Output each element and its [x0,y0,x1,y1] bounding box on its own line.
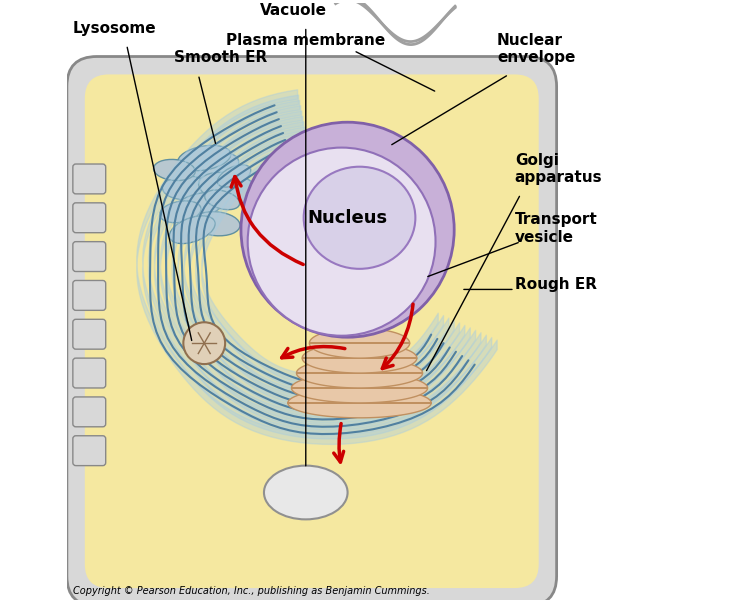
Ellipse shape [178,145,231,170]
Text: Transport
vesicle: Transport vesicle [515,212,597,245]
FancyBboxPatch shape [73,358,106,388]
Polygon shape [297,358,423,388]
Text: Lysosome: Lysosome [73,20,156,35]
Text: Golgi
apparatus: Golgi apparatus [515,152,602,185]
Polygon shape [302,343,417,373]
Text: Plasma membrane: Plasma membrane [226,32,385,47]
Ellipse shape [192,212,240,236]
Ellipse shape [154,160,195,181]
Text: Smooth ER: Smooth ER [175,50,268,65]
FancyBboxPatch shape [73,397,106,427]
FancyArrowPatch shape [382,304,413,368]
FancyArrowPatch shape [231,176,303,265]
Ellipse shape [159,201,201,223]
Ellipse shape [217,165,251,187]
Ellipse shape [205,190,240,209]
Ellipse shape [199,172,257,203]
Ellipse shape [248,148,436,336]
FancyBboxPatch shape [85,74,539,588]
Polygon shape [292,373,428,403]
Ellipse shape [182,152,239,187]
Ellipse shape [303,167,415,269]
Ellipse shape [162,176,211,200]
FancyBboxPatch shape [73,436,106,466]
Ellipse shape [172,193,224,219]
Text: Copyright © Pearson Education, Inc., publishing as Benjamin Cummings.: Copyright © Pearson Education, Inc., pub… [73,586,430,596]
FancyBboxPatch shape [67,56,556,600]
Circle shape [183,322,225,364]
FancyBboxPatch shape [73,242,106,272]
FancyArrowPatch shape [334,424,344,462]
Ellipse shape [241,122,454,337]
Text: Nucleus: Nucleus [308,209,387,227]
FancyBboxPatch shape [73,280,106,310]
Ellipse shape [170,216,215,244]
Text: Rough ER: Rough ER [515,277,596,292]
FancyArrowPatch shape [281,347,345,358]
Polygon shape [309,328,409,358]
FancyBboxPatch shape [73,319,106,349]
Polygon shape [288,388,431,418]
Text: Nuclear
envelope: Nuclear envelope [497,33,575,65]
FancyBboxPatch shape [73,203,106,233]
FancyBboxPatch shape [73,164,106,194]
Ellipse shape [264,466,347,520]
Text: Vacuole: Vacuole [260,3,327,18]
